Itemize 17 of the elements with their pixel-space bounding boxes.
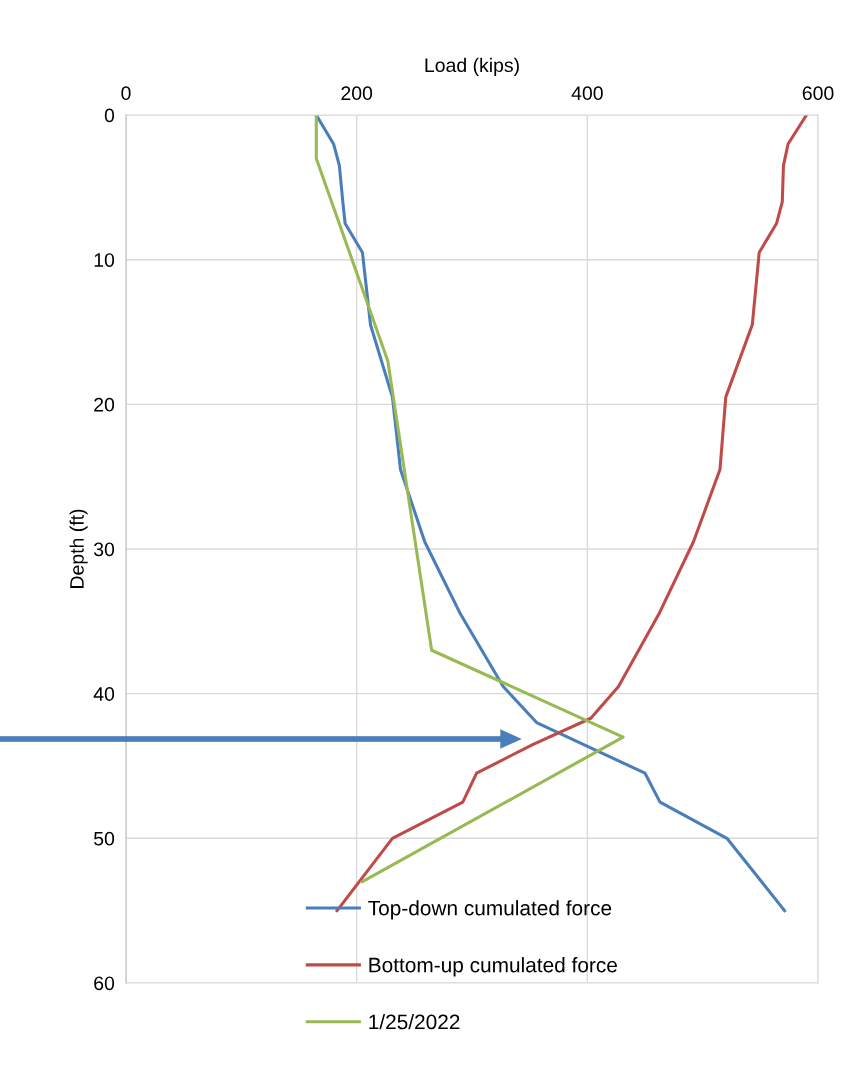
y-axis-title: Depth (ft) [69,509,88,588]
x-tick-label: 600 [802,86,834,101]
x-tick-label: 200 [341,86,373,101]
line-series [314,115,625,884]
x-tick-label: 400 [571,86,603,101]
y-tick-label: 50 [94,831,115,846]
legend-label: Bottom-up cumulated force [369,957,617,977]
y-tick-label: 20 [94,397,115,412]
y-tick-label: 60 [94,976,115,991]
x-axis-title: Load (kips) [425,57,519,76]
y-tick-label: 0 [104,108,115,123]
y-tick-label: 40 [93,687,115,701]
y-tick-label: 30 [93,542,115,557]
x-tick-label: 0 [121,86,131,101]
y-tick-label: 10 [94,253,115,267]
legend-label: 1/25/2022 [369,1014,460,1030]
legend-label: Top-down cumulated force [368,900,612,920]
